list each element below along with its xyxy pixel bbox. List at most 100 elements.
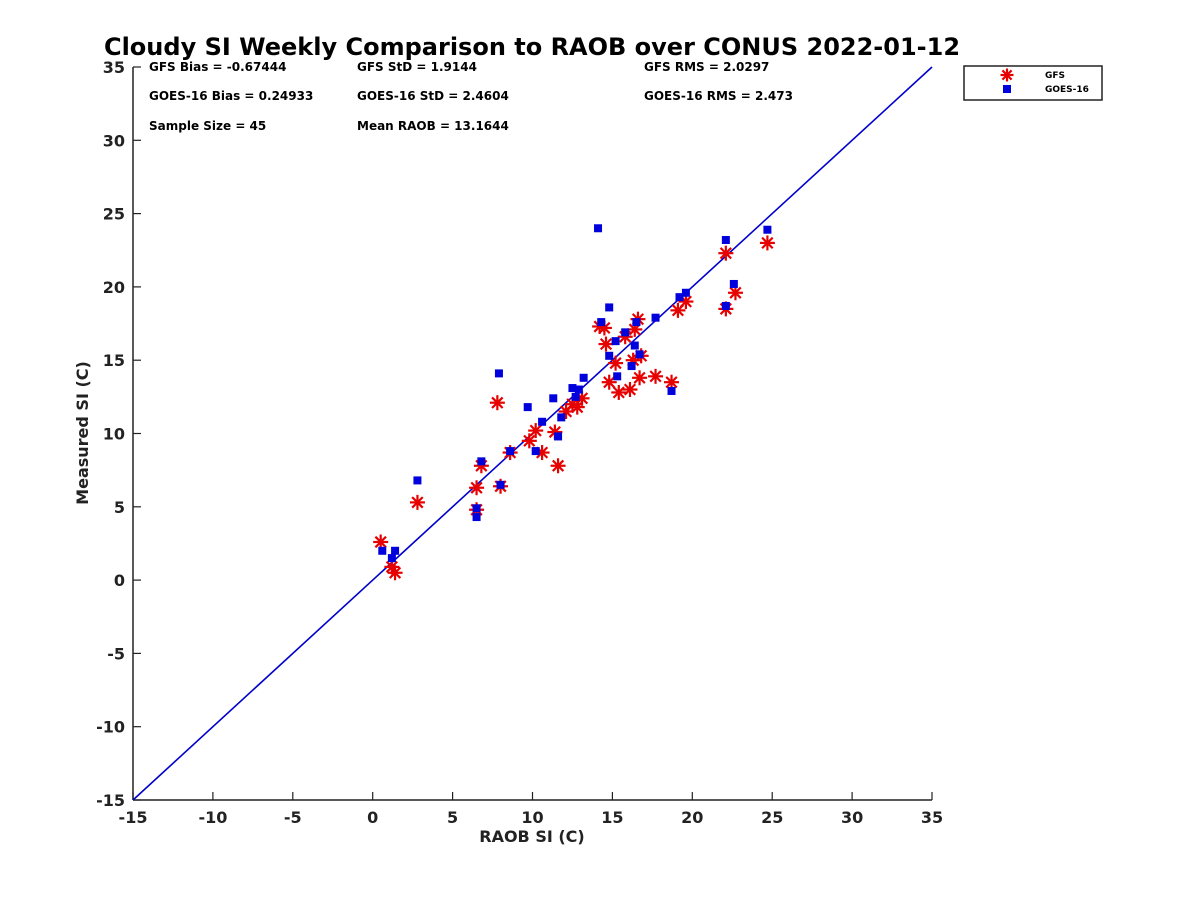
x-tick-label: -15 xyxy=(119,808,148,827)
stat-text: Mean RAOB = 13.1644 xyxy=(357,119,509,133)
gfs-point xyxy=(611,384,627,400)
x-tick-label: -10 xyxy=(198,808,227,827)
y-tick-label: 20 xyxy=(103,278,125,297)
goes16-point xyxy=(571,392,580,401)
goes16-point xyxy=(472,513,481,522)
stat-text: GOES-16 RMS = 2.473 xyxy=(644,89,793,103)
goes16-point xyxy=(613,372,622,381)
goes16-point xyxy=(675,293,684,302)
goes16-point xyxy=(378,546,387,555)
stat-text: GFS StD = 1.9144 xyxy=(357,60,477,74)
y-tick-label: -5 xyxy=(107,644,125,663)
legend-marker-goes16 xyxy=(1003,85,1011,93)
legend: GFS GOES-16 xyxy=(963,65,1103,101)
goes16-point xyxy=(413,476,422,485)
y-tick-label: -10 xyxy=(96,718,125,737)
gfs-point xyxy=(528,423,544,439)
goes16-point xyxy=(651,313,660,322)
goes16-point xyxy=(605,303,614,312)
x-tick-label: 20 xyxy=(681,808,703,827)
gfs-point xyxy=(469,480,485,496)
x-tick-label: 15 xyxy=(601,808,623,827)
series-goes-16 xyxy=(378,224,772,563)
goes16-point xyxy=(721,235,730,244)
x-tick-label: -5 xyxy=(284,808,302,827)
y-tick-label: 15 xyxy=(103,351,125,370)
goes16-point xyxy=(632,318,641,327)
goes16-point xyxy=(621,328,630,337)
goes16-point xyxy=(472,504,481,513)
stat-text: GFS Bias = -0.67444 xyxy=(149,60,286,74)
legend-label: GFS xyxy=(1045,71,1065,81)
gfs-point xyxy=(387,565,403,581)
gfs-point xyxy=(718,245,734,261)
goes16-point xyxy=(531,447,540,456)
series-gfs xyxy=(373,235,775,581)
y-tick-label: 0 xyxy=(114,571,125,590)
gfs-point xyxy=(550,458,566,474)
x-axis-label: RAOB SI (C) xyxy=(479,827,584,846)
x-tick-label: 10 xyxy=(521,808,543,827)
goes16-point xyxy=(579,373,588,382)
x-tick-label: 5 xyxy=(447,808,458,827)
gfs-point xyxy=(622,382,638,398)
y-tick-label: 5 xyxy=(114,498,125,517)
statistics-text: GFS Bias = -0.67444 GFS StD = 1.9144 GFS R… xyxy=(149,60,793,133)
stat-text: Sample Size = 45 xyxy=(149,119,266,133)
goes16-point xyxy=(496,480,505,489)
tick-labels: -15 -10 -5 0 5 10 15 20 25 30 35 -15 -10 -5 0 5 10 15 20 25… xyxy=(96,58,943,827)
goes16-point xyxy=(477,457,486,466)
goes16-point xyxy=(506,447,515,456)
goes16-point xyxy=(594,224,603,233)
goes16-point xyxy=(605,351,614,360)
x-tick-label: 0 xyxy=(367,808,378,827)
chart-title: Cloudy SI Weekly Comparison to RAOB over… xyxy=(104,33,960,61)
gfs-point xyxy=(632,370,648,386)
y-tick-label: 10 xyxy=(103,425,125,444)
x-tick-label: 35 xyxy=(921,808,943,827)
x-tick-label: 25 xyxy=(761,808,783,827)
goes16-point xyxy=(554,432,563,441)
goes16-point xyxy=(681,288,690,297)
goes16-point xyxy=(538,417,547,426)
goes16-point xyxy=(721,301,730,310)
goes16-point xyxy=(597,318,606,327)
legend-box xyxy=(963,65,1103,101)
goes16-point xyxy=(763,225,772,234)
stat-text: GFS RMS = 2.0297 xyxy=(644,60,769,74)
goes16-point xyxy=(549,394,558,403)
goes16-point xyxy=(635,350,644,359)
goes16-point xyxy=(627,362,636,371)
stat-text: GOES-16 StD = 2.4604 xyxy=(357,89,509,103)
stat-text: GOES-16 Bias = 0.24933 xyxy=(149,89,313,103)
gfs-point xyxy=(521,433,537,449)
goes16-point xyxy=(630,341,639,350)
gfs-point xyxy=(727,285,743,301)
goes16-point xyxy=(568,384,577,393)
gfs-point xyxy=(598,336,614,352)
gfs-point xyxy=(601,374,617,390)
y-axis-label: Measured SI (C) xyxy=(73,361,92,505)
goes16-point xyxy=(611,337,620,346)
legend-marker-gfs xyxy=(1000,68,1014,82)
goes16-point xyxy=(667,386,676,395)
y-tick-label: -15 xyxy=(96,791,125,810)
y-tick-label: 30 xyxy=(103,131,125,150)
gfs-point xyxy=(648,368,664,384)
goes16-point xyxy=(387,554,396,563)
x-tick-label: 30 xyxy=(841,808,863,827)
goes16-point xyxy=(557,413,566,422)
gfs-point xyxy=(489,395,505,411)
goes16-point xyxy=(574,385,583,394)
gfs-point xyxy=(759,235,775,251)
goes16-point xyxy=(523,403,532,412)
goes16-point xyxy=(729,279,738,288)
y-tick-label: 35 xyxy=(103,58,125,77)
goes16-point xyxy=(494,369,503,378)
data-series xyxy=(373,224,775,581)
legend-label: GOES-16 xyxy=(1045,85,1089,95)
y-tick-label: 25 xyxy=(103,205,125,224)
goes16-point xyxy=(391,546,400,555)
gfs-point xyxy=(409,494,425,510)
